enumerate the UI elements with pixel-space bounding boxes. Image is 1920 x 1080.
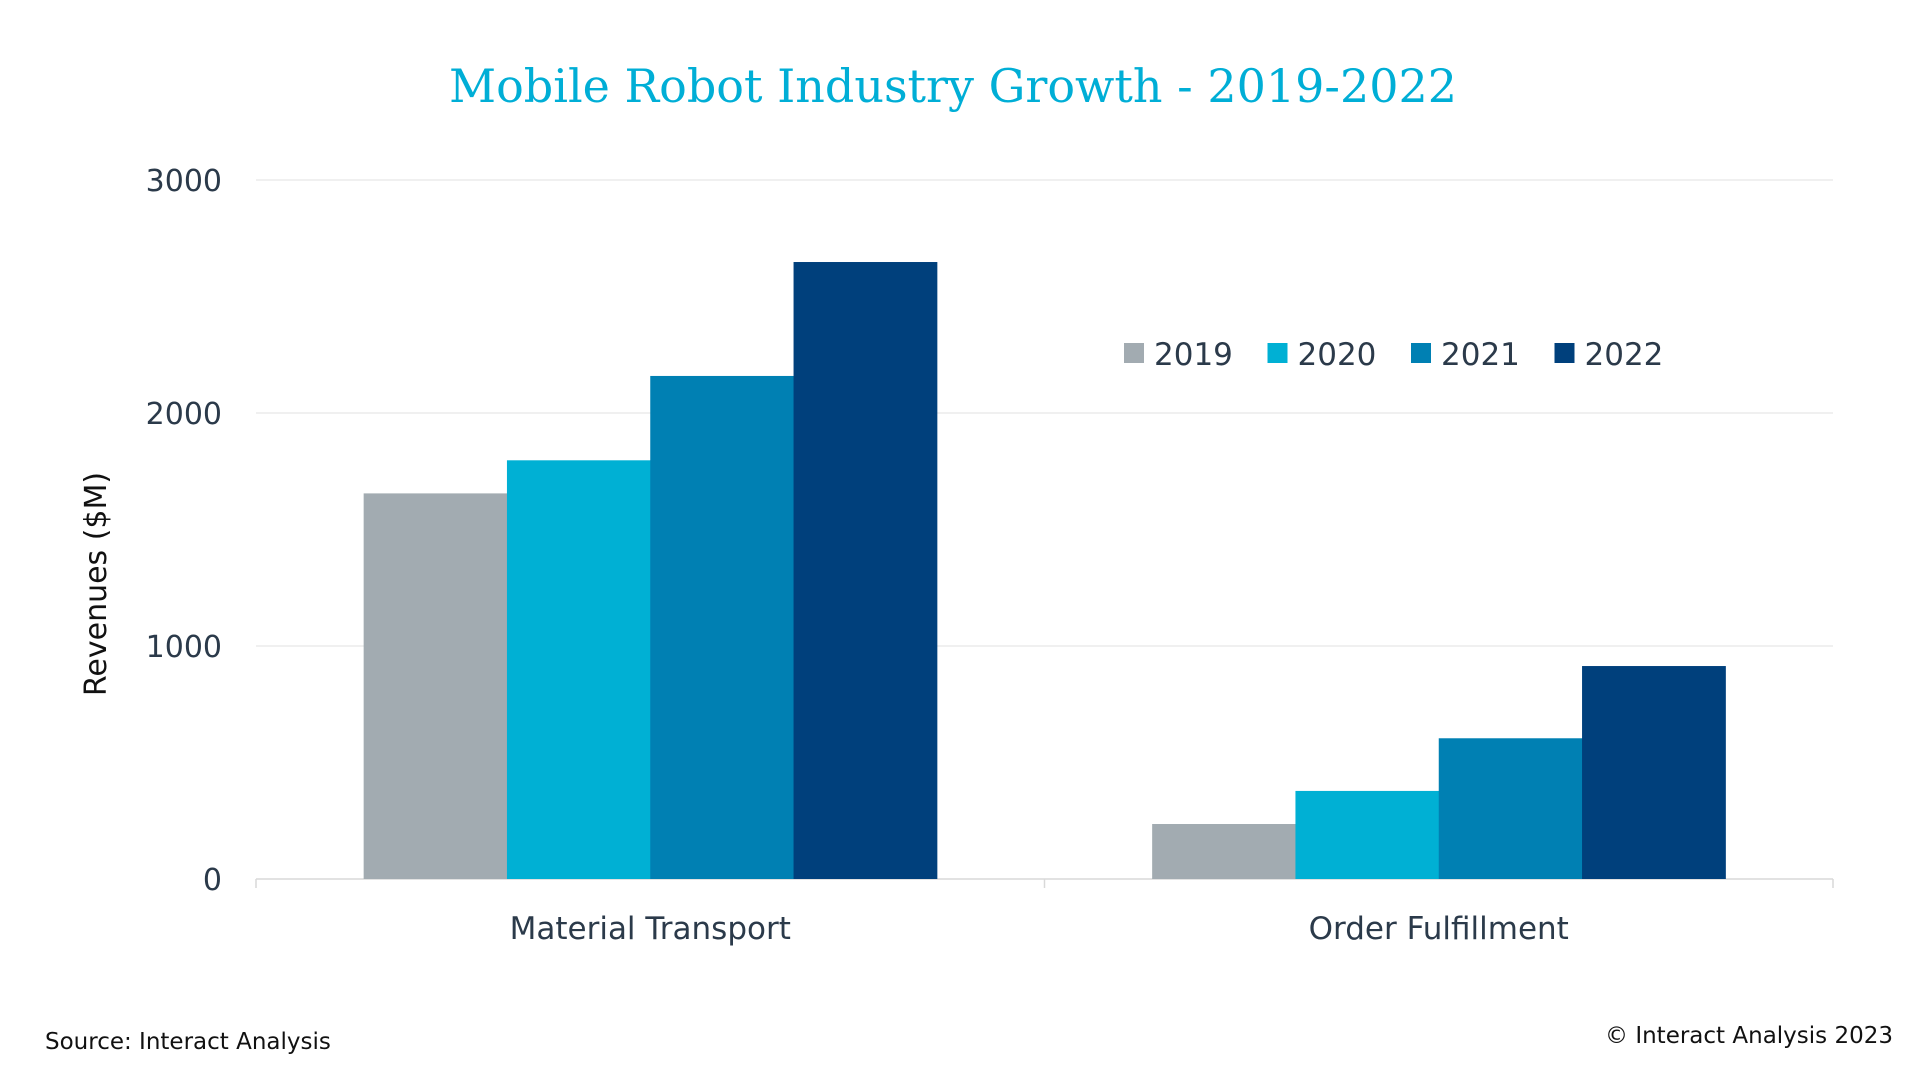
bar-2019-material-transport (363, 493, 508, 879)
legend-swatch-2021 (1411, 343, 1431, 363)
y-axis-label: Revenues ($M) (79, 472, 114, 696)
y-tick-label: 0 (203, 863, 222, 898)
bar-2022-order-fulfillment (1582, 666, 1726, 879)
chart-title: Mobile Robot Industry Growth - 2019-2022 (449, 59, 1457, 113)
category-label: Material Transport (510, 911, 791, 947)
legend-label: 2022 (1585, 337, 1664, 373)
source-note: Source: Interact Analysis (45, 1029, 331, 1055)
legend-label: 2020 (1298, 337, 1377, 373)
y-tick-label: 2000 (146, 397, 222, 432)
bar-2022-material-transport (793, 262, 938, 879)
legend: 2019 2020 2021 2022 (1124, 337, 1663, 373)
category-label: Order Fulfillment (1309, 911, 1569, 947)
legend-label: 2019 (1154, 337, 1233, 373)
copyright-note: © Interact Analysis 2023 (1605, 1023, 1893, 1049)
bar-2021-order-fulfillment (1438, 738, 1583, 879)
legend-swatch-2022 (1554, 343, 1575, 363)
legend-label: 2021 (1441, 337, 1520, 373)
bar-2021-material-transport (650, 375, 795, 879)
legend-swatch-2020 (1267, 343, 1288, 363)
legend-swatch-2019 (1124, 343, 1144, 363)
bars (363, 262, 1726, 879)
bar-2019-order-fulfillment (1152, 824, 1296, 879)
bar-2020-order-fulfillment (1295, 790, 1440, 879)
y-tick-label: 3000 (146, 164, 222, 199)
y-axis-ticks: 0 1000 2000 3000 (146, 164, 222, 898)
y-tick-label: 1000 (146, 630, 222, 665)
bar-2020-material-transport (506, 460, 651, 879)
x-axis-categories: Material Transport Order Fulfillment (510, 911, 1569, 947)
